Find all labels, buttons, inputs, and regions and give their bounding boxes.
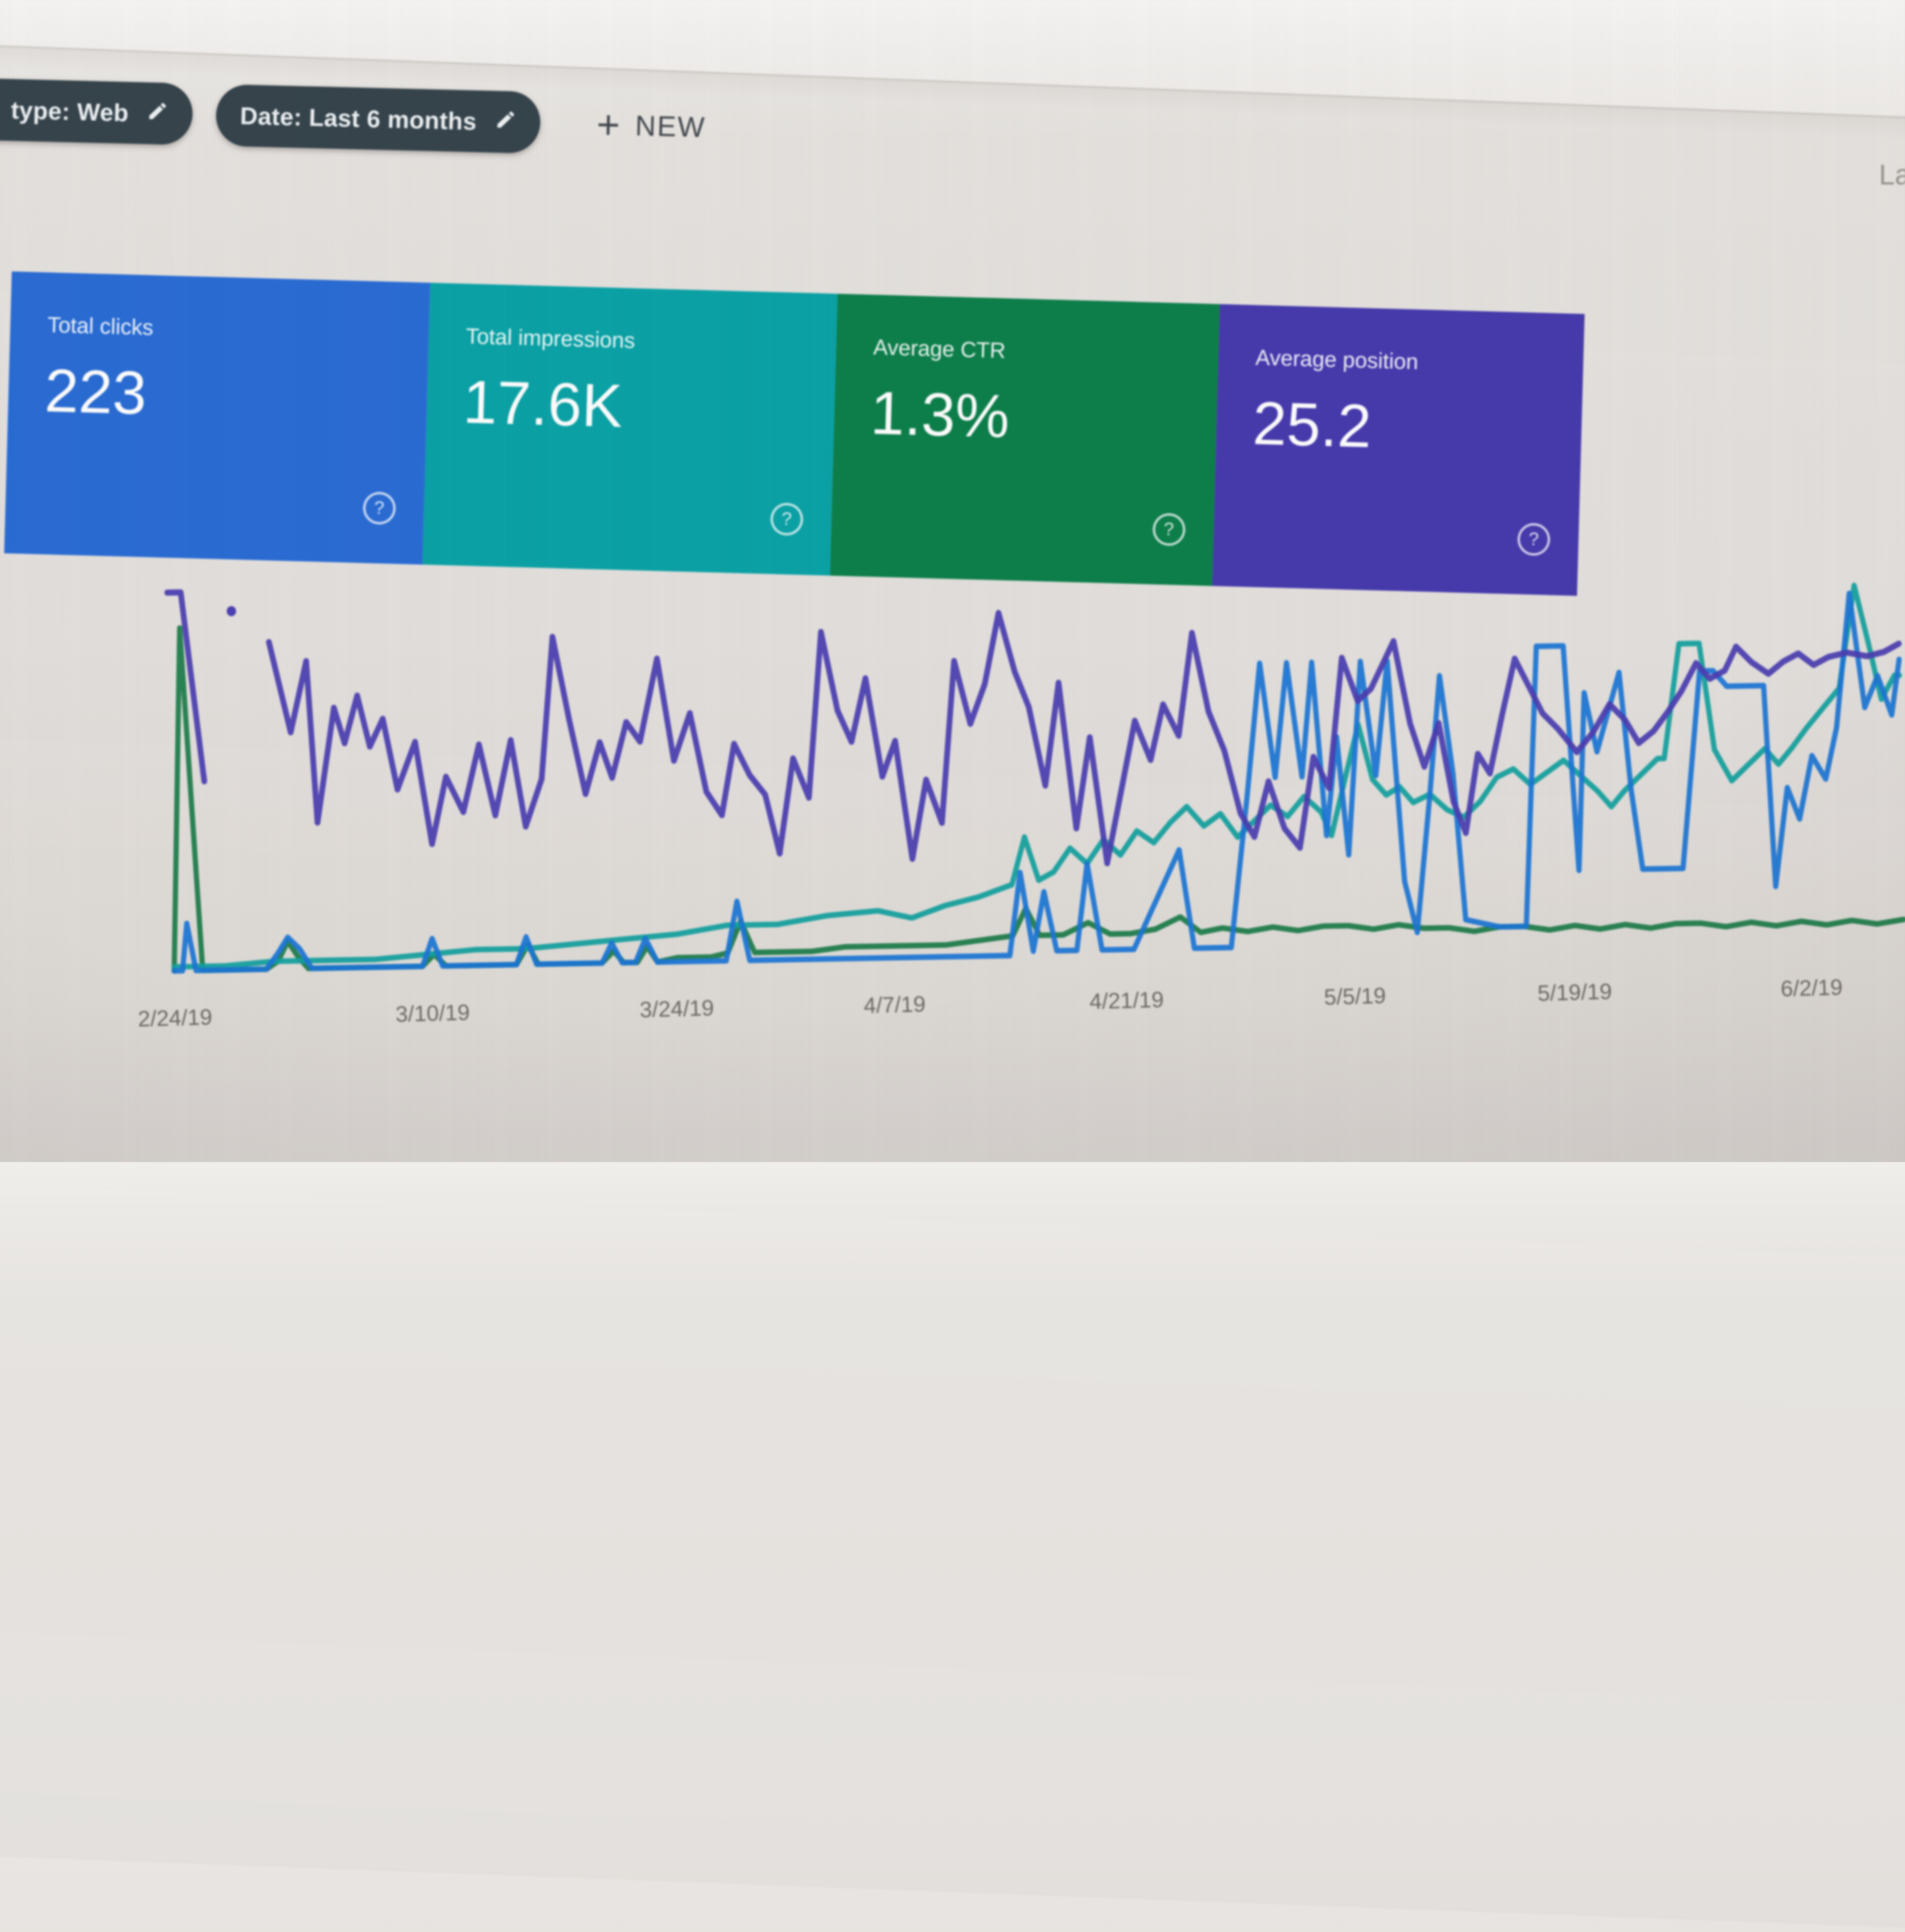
position-data-point [226, 606, 236, 616]
filter-chip-date-range[interactable]: Date: Last 6 months [215, 84, 541, 154]
metric-card-label: Total clicks [47, 312, 154, 340]
x-axis-label: 2/24/19 [137, 1004, 213, 1032]
metric-card-value: 223 [43, 356, 148, 427]
x-axis-label: 5/5/19 [1324, 982, 1386, 1010]
metric-card-average-position[interactable]: Average position 25.2? [1212, 304, 1585, 596]
new-filter-label: NEW [634, 109, 706, 143]
filter-chip-label: type: Web [10, 96, 129, 127]
clicks-line [171, 590, 1902, 974]
metric-card-label: Average CTR [873, 335, 1006, 363]
help-icon[interactable]: ? [362, 491, 396, 525]
metric-card-value: 17.6K [462, 367, 624, 440]
filter-chip-search-type[interactable]: type: Web [0, 77, 193, 145]
position-line [164, 589, 207, 785]
x-axis-label: 6/2/19 [1780, 974, 1843, 1002]
filter-bar: type: Web Date: Last 6 months + NEW [0, 77, 706, 158]
metric-cards-row: Total clicks 223? Total impressions 17.6K? A… [4, 271, 1585, 596]
pencil-icon [494, 108, 517, 136]
metric-card-label: Total impressions [465, 324, 636, 353]
metric-card-total-clicks[interactable]: Total clicks 223? [4, 271, 430, 565]
performance-chart[interactable] [164, 531, 1905, 987]
new-filter-button[interactable]: + NEW [596, 102, 706, 147]
x-axis-label: 5/19/19 [1537, 978, 1612, 1006]
x-axis-label: 3/10/19 [395, 999, 471, 1027]
screen: type: Web Date: Last 6 months + NEW La T… [0, 42, 1905, 1932]
filter-chip-label: Date: Last 6 months [239, 102, 477, 135]
plus-icon: + [596, 102, 621, 147]
help-icon[interactable]: ? [1152, 513, 1186, 546]
impressions-line [171, 583, 1902, 970]
help-icon[interactable]: ? [1517, 523, 1551, 556]
metric-card-total-impressions[interactable]: Total impressions 17.6K? [422, 282, 838, 576]
x-axis-label: 4/7/19 [863, 991, 926, 1018]
position-line [266, 610, 1902, 867]
x-axis-label: 4/21/19 [1089, 987, 1164, 1014]
pencil-icon [146, 99, 169, 128]
metric-card-average-ctr[interactable]: Average CTR 1.3%? [830, 294, 1220, 586]
metric-card-value: 25.2 [1252, 388, 1373, 460]
metric-card-label: Average position [1255, 345, 1419, 375]
ctr-line [171, 625, 1905, 974]
top-right-clipped-text: La [1879, 158, 1905, 191]
x-axis-labels: 2/24/19 3/10/19 3/24/19 4/7/19 4/21/19 5/5/19… [137, 973, 1905, 1043]
x-axis-label: 3/24/19 [639, 995, 714, 1022]
chart-block: 2/24/19 3/10/19 3/24/19 4/7/19 4/21/19 5/5/19… [137, 531, 1905, 1077]
help-icon[interactable]: ? [770, 502, 803, 536]
metric-card-value: 1.3% [870, 378, 1011, 451]
